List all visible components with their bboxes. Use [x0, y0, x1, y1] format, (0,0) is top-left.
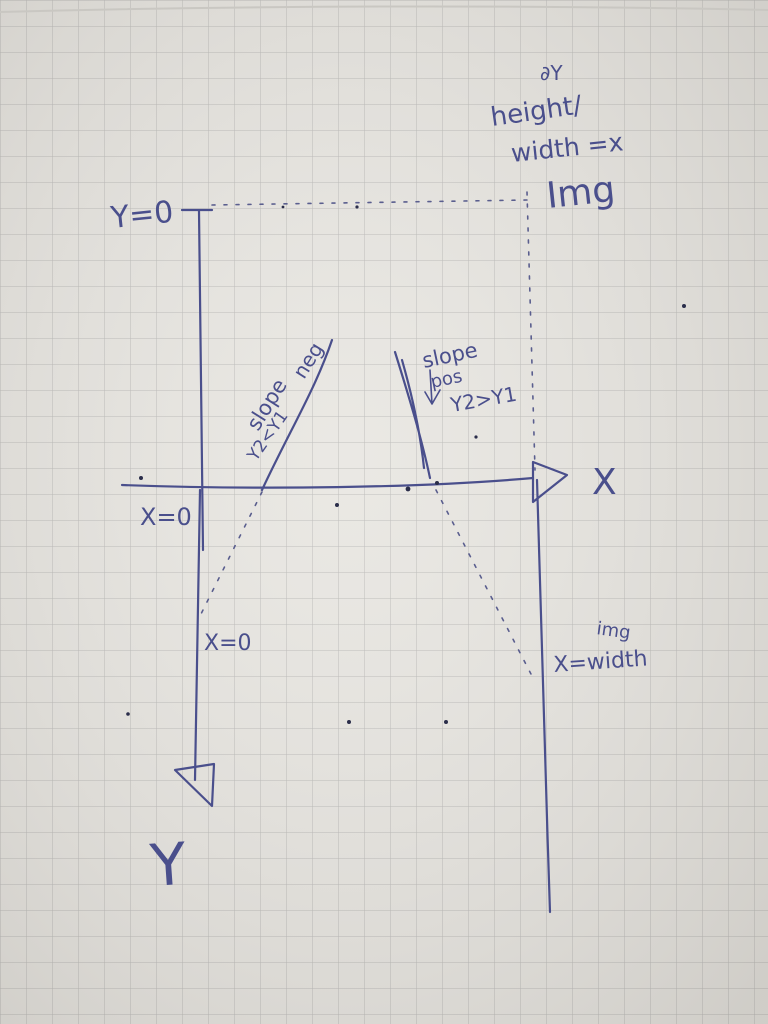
y-axis-label: Y [147, 830, 189, 900]
image-right-edge [535, 478, 552, 914]
paper-top-edge [0, 5, 768, 13]
x-axis-arrowhead [531, 460, 569, 504]
slope-pos-line [393, 350, 432, 480]
x-zero-lower-label: X=0 [204, 631, 252, 656]
top-dashed-line [211, 199, 528, 206]
slope-neg-line [260, 338, 334, 492]
x-axis-label: X [592, 462, 617, 503]
image-heading-top: ∂Y [540, 61, 563, 85]
x-origin-label: X=0 [140, 503, 192, 531]
image-heading-img: Img [545, 169, 617, 217]
y-origin-label: Y=0 [108, 195, 175, 236]
slope-pos-arrow [424, 369, 441, 405]
y-axis-line [193, 209, 205, 782]
y-axis-arrowhead [173, 762, 216, 808]
right-dashed-line [526, 191, 536, 471]
pen-dots [126, 205, 686, 724]
x-axis-line [120, 476, 535, 489]
img-width-top: img [595, 618, 632, 644]
